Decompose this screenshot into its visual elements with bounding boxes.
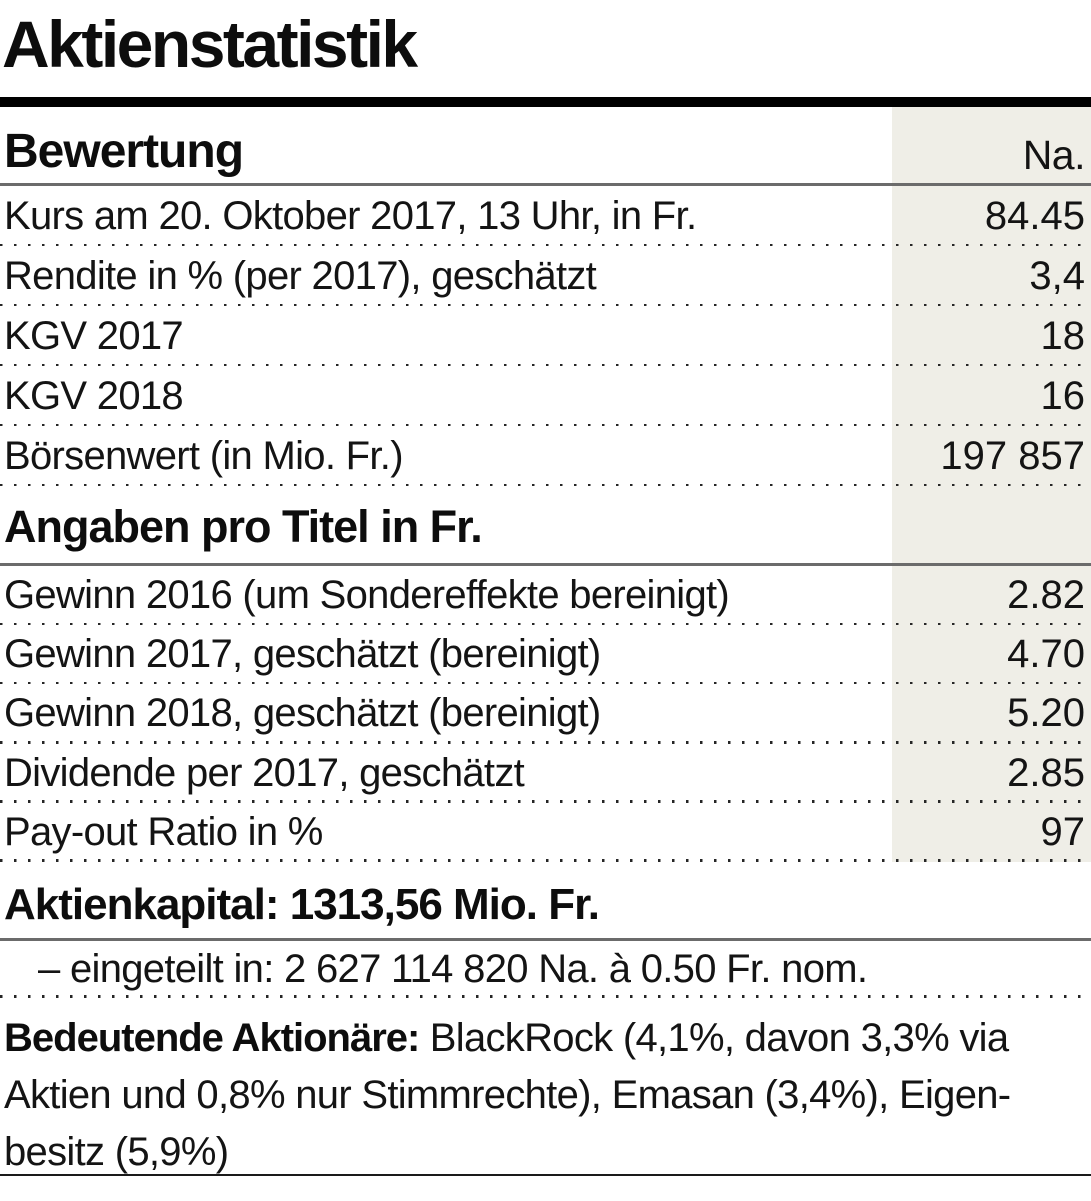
valuation-header-row: Bewertung Na. xyxy=(0,107,1091,186)
share-capital-detail: – eingeteilt in: 2 627 114 820 Na. à 0.5… xyxy=(0,941,1091,998)
shareholders-line-1-rest: BlackRock (4,1%, davon 3,3% via xyxy=(419,1016,1009,1060)
table-row: KGV 2017 18 xyxy=(0,306,1091,366)
share-capital-detail-label: – eingeteilt in: 2 627 114 820 Na. à 0.5… xyxy=(38,946,868,991)
table-row: Gewinn 2016 (um Sondereffekte bereinigt)… xyxy=(0,566,1091,626)
row-value: 18 xyxy=(1040,313,1086,358)
row-value: 3,4 xyxy=(1029,253,1085,298)
valuation-section-title: Bewertung xyxy=(4,125,244,178)
table-row: KGV 2018 16 xyxy=(0,366,1091,426)
table-row: Gewinn 2018, geschätzt (bereinigt) 5.20 xyxy=(0,684,1091,744)
row-value: 97 xyxy=(1040,809,1086,854)
top-rule xyxy=(0,97,1091,107)
shareholders-line-1: Bedeutende Aktionäre: BlackRock (4,1%, d… xyxy=(4,1010,1087,1067)
shareholders-line-3: besitz (5,9%) xyxy=(4,1130,229,1174)
per-share-section-title: Angaben pro Titel in Fr. xyxy=(0,486,1091,566)
table-row: Gewinn 2017, geschätzt (bereinigt) 4.70 xyxy=(0,625,1091,685)
page-title: Aktienstatistik xyxy=(2,7,418,81)
row-label: Rendite in % (per 2017), geschätzt xyxy=(4,253,597,298)
row-label: KGV 2017 xyxy=(4,313,184,358)
row-label: Dividende per 2017, geschätzt xyxy=(4,750,525,795)
share-capital-heading-label: Aktienkapital: 1313,56 Mio. Fr. xyxy=(4,879,600,929)
row-value: 16 xyxy=(1040,373,1086,418)
row-value: 4.70 xyxy=(1007,632,1085,677)
table-row: Pay-out Ratio in % 97 xyxy=(0,803,1091,863)
shareholders-line-2: Aktien und 0,8% nur Stimmrechte), Emasan… xyxy=(4,1073,1011,1117)
row-value: 2.82 xyxy=(1007,573,1085,618)
table-row: Börsenwert (in Mio. Fr.) 197 857 xyxy=(0,426,1091,486)
share-capital-heading: Aktienkapital: 1313,56 Mio. Fr. xyxy=(0,862,1091,941)
shareholders-lead-label: Bedeutende Aktionäre: xyxy=(4,1016,420,1060)
row-value: 84.45 xyxy=(984,193,1085,238)
table-row: Dividende per 2017, geschätzt 2.85 xyxy=(0,744,1091,803)
table-row: Kurs am 20. Oktober 2017, 13 Uhr, in Fr.… xyxy=(0,186,1091,246)
row-label: KGV 2018 xyxy=(4,373,184,418)
statistics-table: Bewertung Na. Kurs am 20. Oktober 2017, … xyxy=(0,107,1091,998)
row-value: 197 857 xyxy=(940,433,1085,478)
value-column-unit: Na. xyxy=(1022,132,1086,178)
bottom-rule xyxy=(0,1174,1091,1176)
table-row: Rendite in % (per 2017), geschätzt 3,4 xyxy=(0,246,1091,306)
row-value: 2.85 xyxy=(1007,750,1085,795)
row-label: Gewinn 2017, geschätzt (bereinigt) xyxy=(4,632,601,677)
row-label: Pay-out Ratio in % xyxy=(4,809,323,854)
row-value: 5.20 xyxy=(1007,691,1085,736)
row-label: Gewinn 2016 (um Sondereffekte bereinigt) xyxy=(4,573,730,618)
row-label: Börsenwert (in Mio. Fr.) xyxy=(4,433,404,478)
row-label: Kurs am 20. Oktober 2017, 13 Uhr, in Fr. xyxy=(4,193,697,238)
per-share-section-label: Angaben pro Titel in Fr. xyxy=(4,501,483,552)
row-label: Gewinn 2018, geschätzt (bereinigt) xyxy=(4,691,601,736)
shareholders-paragraph: Bedeutende Aktionäre: BlackRock (4,1%, d… xyxy=(4,1010,1087,1181)
